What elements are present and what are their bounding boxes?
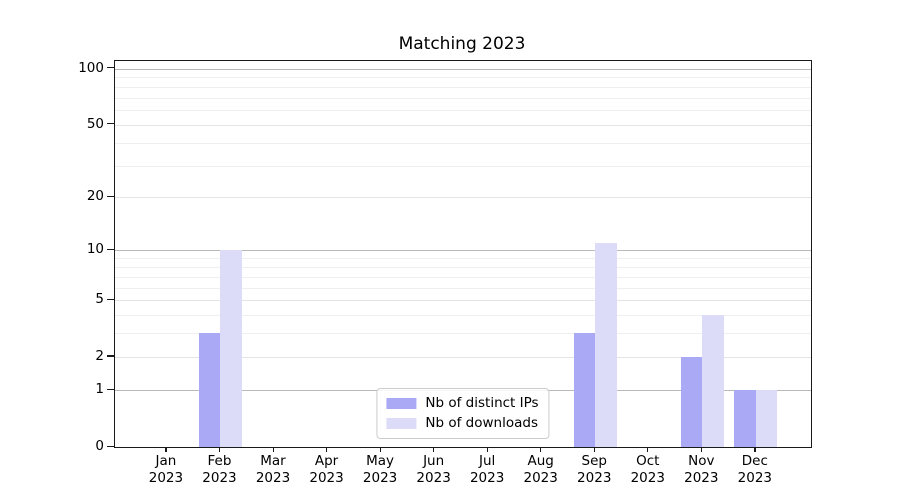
legend: Nb of distinct IPs Nb of downloads: [376, 388, 550, 439]
gridline-minor: [115, 258, 811, 260]
y-axis-tick-label: 2: [95, 347, 104, 364]
x-axis-tick-label: Oct 2023: [630, 453, 665, 486]
gridline-minor: [115, 276, 811, 278]
y-axis-tick: [107, 248, 114, 251]
bar-distinct-ips: [680, 356, 703, 447]
gridline-major: [115, 356, 811, 358]
x-axis-tick-label: Dec 2023: [737, 453, 773, 486]
x-axis-tick-label: May 2023: [362, 453, 398, 486]
y-axis-tick-label: 20: [86, 188, 104, 205]
y-axis-tick: [107, 388, 114, 390]
x-axis-tick: [165, 447, 167, 452]
x-axis-tick: [326, 447, 328, 452]
gridline-major: [115, 250, 811, 252]
gridline-major: [115, 68, 811, 70]
bar-downloads: [220, 250, 242, 447]
y-axis-tick: [107, 298, 114, 300]
y-axis-tick: [107, 195, 114, 198]
bar-downloads: [595, 243, 617, 447]
gridline-minor: [115, 315, 811, 317]
gridline-minor: [115, 142, 811, 144]
legend-swatch-downloads: [386, 418, 417, 429]
y-axis-tick-label: 100: [78, 59, 104, 76]
gridline-minor: [115, 287, 811, 289]
bar-distinct-ips: [734, 390, 756, 447]
x-axis-tick: [593, 447, 595, 452]
legend-item-downloads: Nb of downloads: [386, 416, 538, 431]
x-axis-tick-label: Aug 2023: [523, 453, 558, 486]
gridline-minor: [115, 266, 811, 268]
bar-distinct-ips: [198, 333, 221, 447]
x-axis-tick: [433, 447, 435, 452]
x-axis-tick: [379, 447, 381, 452]
y-axis-tick-label: 50: [86, 115, 104, 132]
y-axis-tick: [107, 67, 114, 69]
gridline-minor: [115, 77, 811, 79]
legend-swatch-distinct-ips: [386, 398, 417, 409]
x-axis-tick-label: Feb 2023: [202, 453, 237, 486]
gridline-minor: [115, 97, 811, 99]
x-axis-tick: [754, 447, 756, 452]
gridline-major: [115, 300, 811, 302]
y-axis-tick-label: 5: [95, 291, 104, 308]
x-axis-tick-label: Jun 2023: [416, 453, 451, 486]
x-axis-tick-label: Apr 2023: [309, 453, 344, 486]
legend-label-distinct-ips: Nb of distinct IPs: [425, 395, 539, 411]
x-axis-tick-label: Sep 2023: [577, 453, 612, 486]
bar-downloads: [755, 390, 778, 447]
x-axis-tick: [540, 447, 542, 452]
y-axis-tick-label: 0: [95, 438, 104, 454]
gridline-minor: [115, 165, 811, 167]
y-axis-tick: [107, 355, 114, 357]
legend-item-distinct-ips: Nb of distinct IPs: [386, 395, 539, 411]
legend-label-downloads: Nb of downloads: [425, 415, 538, 431]
gridline-minor: [115, 110, 811, 112]
y-axis-tick-label: 10: [86, 241, 104, 258]
x-axis-tick-label: Jul 2023: [469, 453, 505, 486]
x-axis-tick: [486, 447, 488, 452]
x-axis-tick: [700, 447, 702, 452]
x-axis-tick-label: Jan 2023: [148, 453, 184, 486]
bar-downloads: [702, 315, 724, 447]
gridline-major: [115, 124, 811, 126]
bar-distinct-ips: [573, 333, 596, 447]
y-axis-tick: [107, 123, 114, 125]
x-axis-tick: [218, 447, 221, 452]
plot-area: Nb of distinct IPs Nb of downloads: [114, 60, 812, 448]
gridline-major: [115, 197, 811, 199]
chart-title: Matching 2023: [398, 34, 526, 54]
y-axis-tick-label: 1: [95, 381, 104, 398]
gridline-minor: [115, 333, 811, 335]
x-axis-tick: [272, 447, 274, 452]
x-axis-tick: [647, 447, 649, 452]
x-axis-tick-label: Mar 2023: [255, 453, 291, 486]
y-axis-tick: [107, 445, 114, 447]
x-axis-tick-label: Nov 2023: [684, 453, 719, 486]
gridline-minor: [115, 86, 811, 88]
